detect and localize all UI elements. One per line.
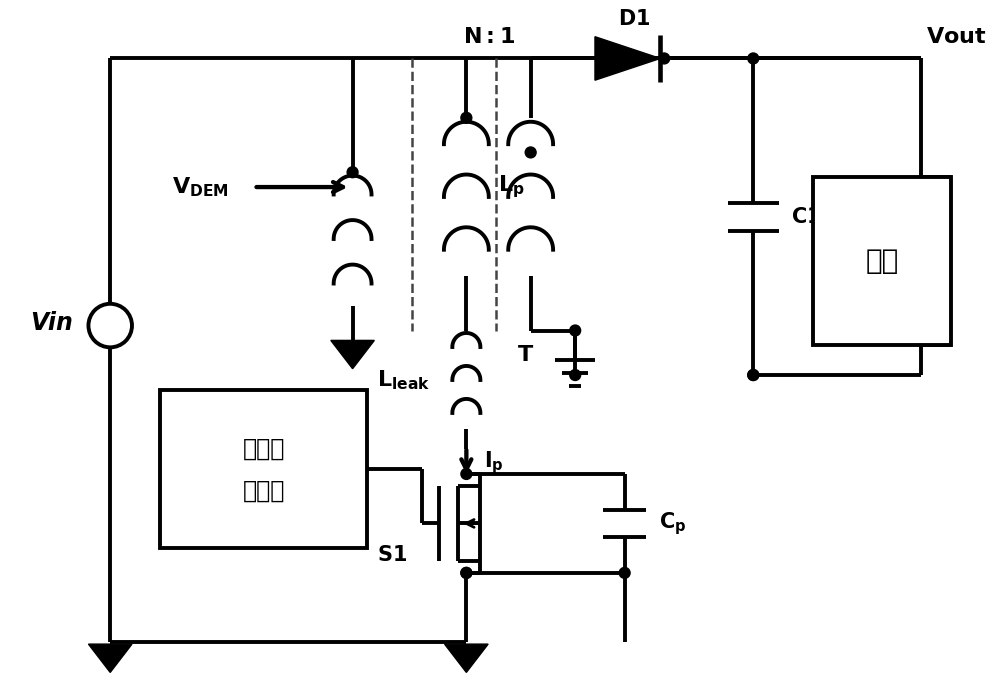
Circle shape (570, 370, 581, 380)
Text: $\mathbf{T}$: $\mathbf{T}$ (517, 345, 534, 365)
Circle shape (461, 469, 472, 479)
Text: $\mathbf{D1}$: $\mathbf{D1}$ (618, 9, 651, 29)
Text: 控制器: 控制器 (242, 479, 285, 503)
Circle shape (461, 112, 472, 123)
Circle shape (461, 567, 472, 578)
Text: 负载: 负载 (865, 247, 898, 275)
Text: $\mathbf{S1}$: $\mathbf{S1}$ (377, 545, 407, 565)
Text: $\mathbf{C1}$: $\mathbf{C1}$ (791, 207, 821, 227)
Circle shape (748, 53, 759, 64)
Text: $\mathbf{V_{DEM}}$: $\mathbf{V_{DEM}}$ (172, 175, 229, 199)
Text: $\mathbf{L_{leak}}$: $\mathbf{L_{leak}}$ (377, 368, 431, 392)
Circle shape (525, 147, 536, 158)
Polygon shape (595, 37, 660, 80)
Circle shape (619, 567, 630, 578)
Circle shape (461, 567, 472, 578)
Polygon shape (88, 644, 132, 673)
Bar (160, 390, 367, 548)
Text: 准谐振: 准谐振 (242, 437, 285, 461)
Text: $\mathbf{L_p}$: $\mathbf{L_p}$ (498, 174, 525, 201)
Text: $\mathbf{Vout}$: $\mathbf{Vout}$ (926, 27, 987, 47)
Circle shape (748, 370, 759, 380)
Circle shape (347, 166, 358, 177)
Circle shape (659, 53, 670, 64)
Bar (813, 177, 951, 345)
Circle shape (570, 325, 581, 336)
Circle shape (748, 370, 759, 380)
Text: $\mathbf{N:1}$: $\mathbf{N:1}$ (463, 27, 515, 47)
Polygon shape (331, 340, 374, 369)
Text: $\mathbf{I_p}$: $\mathbf{I_p}$ (484, 449, 504, 477)
Text: Vin: Vin (30, 310, 73, 334)
Polygon shape (445, 644, 488, 673)
Text: $\mathbf{C_p}$: $\mathbf{C_p}$ (659, 510, 687, 537)
